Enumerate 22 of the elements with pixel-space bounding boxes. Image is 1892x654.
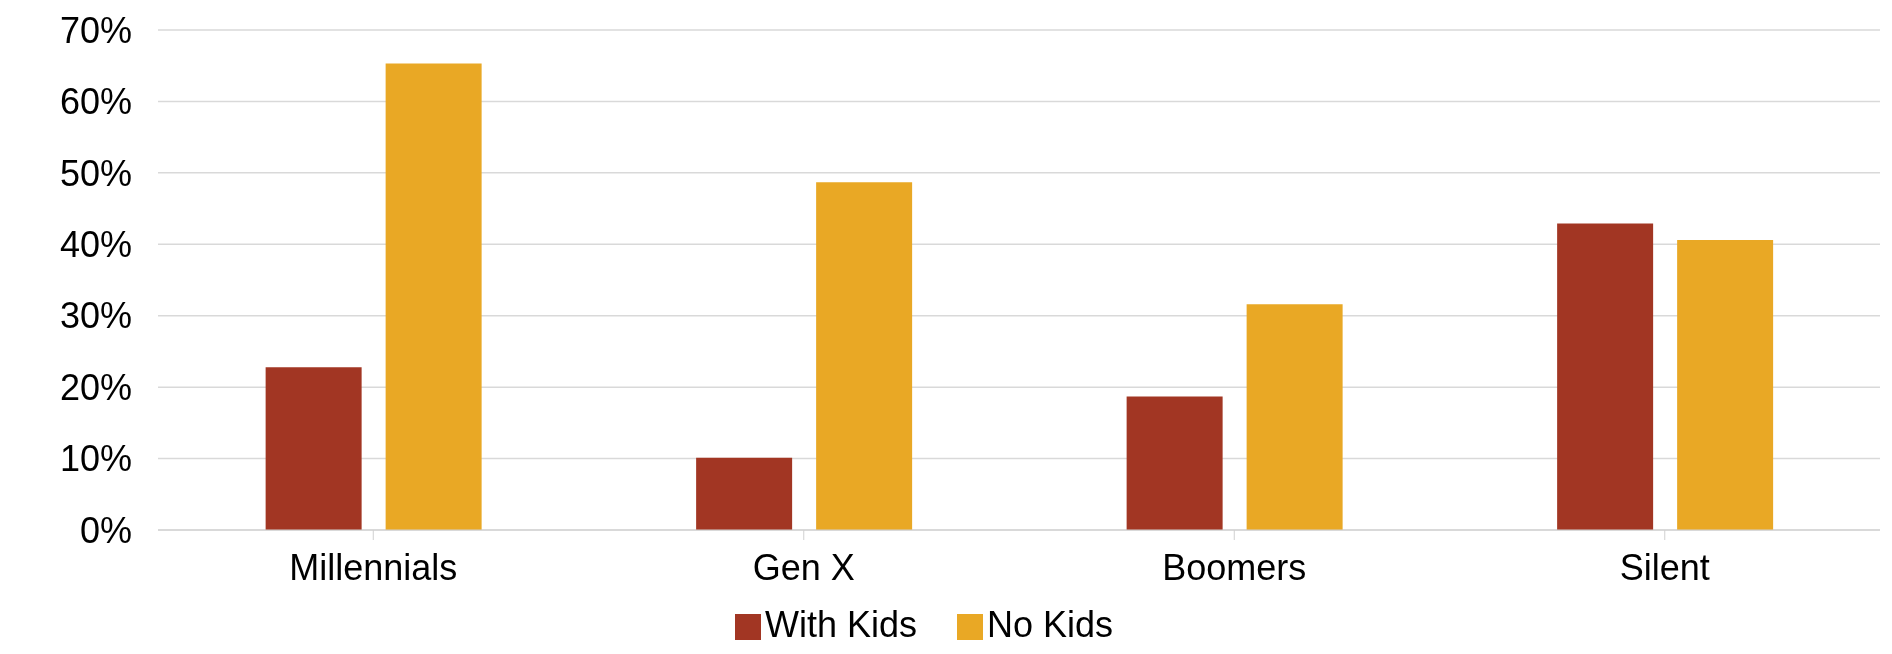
bar: [1677, 240, 1774, 530]
bar: [265, 367, 362, 530]
bar: [1126, 396, 1223, 530]
bar: [385, 63, 482, 530]
bar: [696, 457, 793, 530]
legend-label: No Kids: [986, 604, 1114, 645]
x-tick-label: Boomers: [1162, 546, 1307, 588]
x-tick-label: Silent: [1619, 546, 1710, 588]
bar: [1557, 223, 1654, 530]
y-tick-label: 20%: [59, 366, 132, 408]
y-tick-label: 60%: [59, 81, 132, 123]
y-tick-label: 0%: [79, 509, 132, 551]
y-tick-label: 70%: [59, 9, 132, 51]
y-tick-label: 10%: [59, 438, 132, 480]
y-tick-label: 50%: [59, 152, 132, 194]
y-tick-label: 30%: [59, 295, 132, 337]
bar: [1246, 304, 1343, 530]
x-tick-label: Millennials: [289, 546, 458, 588]
bar: [816, 182, 913, 530]
x-tick-label: Gen X: [752, 546, 855, 588]
y-tick-label: 40%: [59, 224, 132, 266]
legend-label: With Kids: [764, 604, 917, 645]
